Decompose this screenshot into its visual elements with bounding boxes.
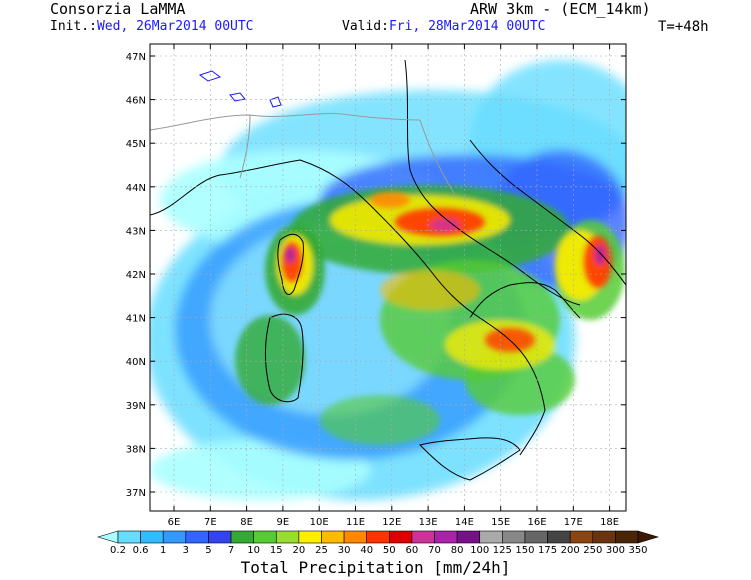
lakes	[198, 70, 282, 108]
colorbar-ticks: 0.2 0.6 1 3 5 7 10 15 20 25 30 40 50 60 70 80 100 125 150 1…	[110, 545, 648, 556]
lat-label: 42N	[126, 270, 146, 281]
colorbar-level-label: 3	[183, 545, 189, 556]
latitude-labels: 47N 46N 45N 44N 43N 42N 41N 40N 39N 38N 37N	[126, 52, 626, 499]
colorbar-level-label: 0.2	[110, 545, 126, 556]
lon-label: 16E	[527, 517, 546, 528]
precipitation-map: 47N 46N 45N 44N 43N 42N 41N 40N 39N 38N 37N 6E 7E 8E…	[126, 43, 627, 528]
lon-label: 14E	[455, 517, 474, 528]
lon-label: 15E	[491, 517, 510, 528]
map-frame	[149, 43, 627, 512]
colorbar-level-label: 250	[583, 545, 602, 556]
lon-label: 11E	[346, 517, 365, 528]
lon-label: 18E	[600, 517, 619, 528]
coastlines	[150, 59, 626, 481]
colorbar-level-label: 125	[493, 545, 512, 556]
colorbar-level-label: 25	[315, 545, 328, 556]
lat-label: 44N	[126, 183, 146, 194]
init-value: Wed, 26Mar2014 00UTC	[96, 19, 254, 34]
colorbar-level-label: 100	[470, 545, 489, 556]
lat-label: 45N	[126, 139, 146, 150]
source-title: Consorzia LaMMA	[50, 0, 186, 18]
lon-label: 8E	[240, 517, 253, 528]
lat-label: 40N	[126, 357, 146, 368]
colorbar-level-label: 0.6	[133, 545, 149, 556]
lon-label: 10E	[310, 517, 329, 528]
lat-label: 46N	[126, 96, 146, 107]
colorbar-level-label: 40	[360, 545, 373, 556]
colorbar-level-label: 60	[406, 545, 419, 556]
lat-label: 41N	[126, 314, 146, 325]
colorbar-level-label: 15	[270, 545, 283, 556]
colorbar-level-label: 1	[160, 545, 166, 556]
lat-label: 43N	[126, 226, 146, 237]
colorbar-level-label: 300	[606, 545, 625, 556]
lon-label: 7E	[204, 517, 217, 528]
colorbar-level-label: 7	[228, 545, 234, 556]
valid-value: Fri, 28Mar2014 00UTC	[388, 19, 546, 34]
colorbar-level-label: 175	[538, 545, 557, 556]
colorbar-level-label: 10	[247, 545, 260, 556]
longitude-labels: 6E 7E 8E 9E 10E 11E 12E 13E 14E 15E 16E 17E 18E	[168, 44, 619, 528]
lat-label: 37N	[126, 488, 146, 499]
colorbar-level-label: 200	[561, 545, 580, 556]
lon-label: 6E	[168, 517, 181, 528]
lon-label: 9E	[277, 517, 290, 528]
colorbar-level-label: 70	[428, 545, 441, 556]
valid-time: Valid:Fri, 28Mar2014 00UTC	[342, 19, 546, 34]
colorbar-level-label: 30	[338, 545, 351, 556]
lat-label: 38N	[126, 444, 146, 455]
model-title: ARW 3km - (ECM_14km)	[470, 0, 651, 18]
precip-field	[150, 60, 626, 500]
colorbar-level-label: 350	[628, 545, 647, 556]
lon-label: 17E	[564, 517, 583, 528]
colorbar-level-label: 80	[451, 545, 464, 556]
forecast-step: T=+48h	[658, 19, 709, 35]
init-time: Init.:Wed, 26Mar2014 00UTC	[50, 19, 254, 34]
colorbar-level-label: 20	[293, 545, 306, 556]
init-label: Init.:	[50, 19, 97, 34]
lat-label: 47N	[126, 52, 146, 63]
lat-label: 39N	[126, 401, 146, 412]
lon-label: 12E	[382, 517, 401, 528]
valid-label: Valid:	[342, 19, 389, 34]
colorbar-level-label: 150	[515, 545, 534, 556]
lon-label: 13E	[419, 517, 438, 528]
colorbar-title: Total Precipitation [mm/24h]	[240, 558, 511, 577]
colorbar-level-label: 5	[205, 545, 211, 556]
colorbar-level-label: 50	[383, 545, 396, 556]
